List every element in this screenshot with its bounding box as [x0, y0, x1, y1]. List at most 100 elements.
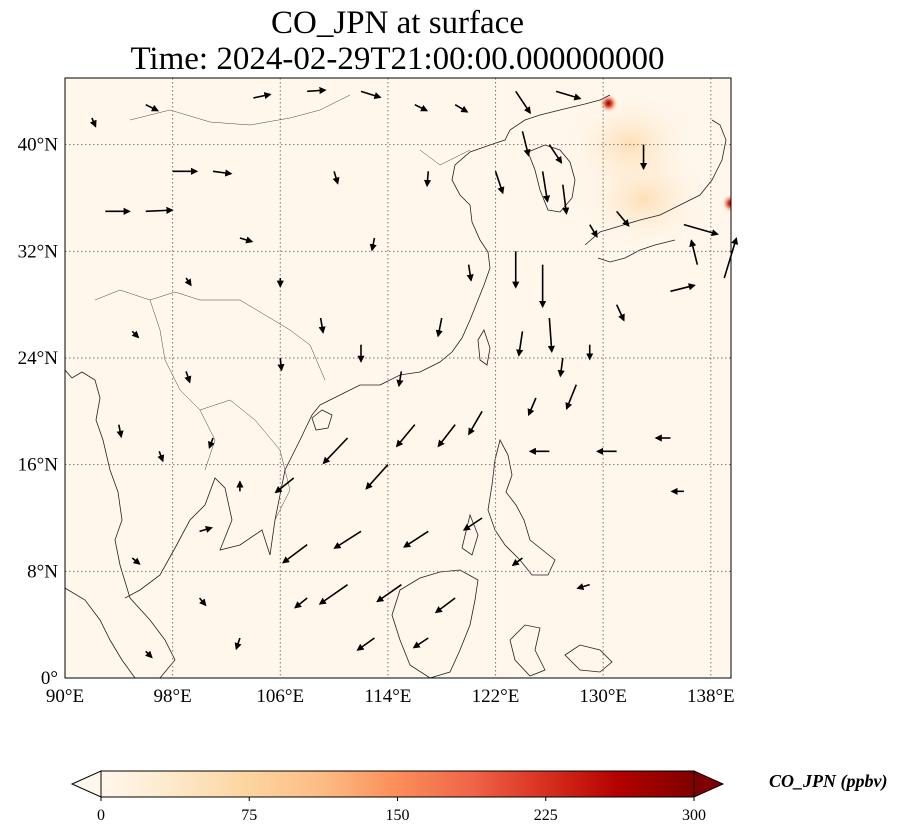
coastline-sulawesi	[509, 624, 546, 677]
borders	[94, 94, 471, 521]
coastline-philippines	[461, 438, 556, 576]
map-title-line2: Time: 2024-02-29T21:00:00.000000000	[130, 41, 665, 77]
hotspot-1	[722, 194, 731, 213]
colorbar-tick-label-1: 75	[241, 807, 257, 824]
wind-vector	[557, 357, 565, 378]
wind-vector	[562, 184, 570, 215]
wind-vector	[548, 144, 563, 164]
x-tick-label-6: 138°E	[687, 686, 735, 707]
wind-vector	[89, 117, 97, 128]
wind-vector	[157, 451, 165, 463]
coastline-asia-mainland	[65, 94, 611, 678]
wind-vector	[365, 464, 389, 490]
x-tick-label-1: 98°E	[154, 686, 192, 707]
wind-vector	[184, 277, 192, 287]
coastline-taiwan	[477, 329, 491, 366]
y-tick-label-2: 16°N	[18, 455, 59, 476]
wind-vector	[454, 103, 469, 113]
y-axis-ticks: 0° 8°N 16°N 24°N 32°N 40°N	[18, 135, 59, 689]
y-tick-label-0: 0°	[41, 668, 58, 689]
wind-vector	[412, 637, 429, 649]
coastlines	[65, 94, 727, 678]
colorbar-label: CO_JPN (ppbv)	[769, 771, 888, 791]
y-tick-label-4: 32°N	[18, 241, 59, 262]
wind-vector	[689, 239, 699, 265]
wind-vector	[466, 264, 474, 282]
wind-vector	[199, 525, 213, 533]
wind-vector	[208, 437, 215, 449]
colorbar-tick-label-4: 300	[682, 807, 706, 824]
y-tick-label-5: 40°N	[18, 135, 59, 156]
wind-vector	[145, 206, 174, 214]
wind-vector	[376, 584, 402, 603]
wind-vector	[414, 103, 429, 112]
wind-vector	[403, 530, 429, 548]
wind-vector	[435, 317, 443, 338]
wind-vector	[333, 530, 362, 549]
wind-vector	[616, 210, 630, 227]
wind-vector	[437, 424, 456, 448]
wind-vector	[184, 371, 192, 384]
wind-vector	[565, 384, 578, 411]
map-title-line1: CO_JPN at surface	[271, 5, 524, 41]
wind-vector	[145, 650, 153, 659]
wind-vector	[274, 477, 295, 494]
coastline-japan	[584, 119, 727, 263]
hotspot-0	[599, 94, 618, 113]
coastline-newguinea	[564, 644, 613, 673]
wind-vector	[683, 223, 719, 237]
wind-vector	[511, 557, 523, 567]
wind-vector	[521, 131, 531, 157]
colorbar-body	[100, 770, 695, 798]
y-tick-label-1: 8°N	[27, 561, 58, 582]
wind-vector	[541, 171, 551, 203]
wind-vector	[395, 424, 416, 448]
colorbar-tick-label-0: 0	[97, 807, 105, 824]
wind-vector	[198, 597, 207, 607]
colorbar-ticks: 0 75 150 225 300	[97, 797, 706, 824]
wind-vector	[555, 90, 582, 101]
wind-vector-layer	[89, 86, 739, 659]
x-tick-label-0: 90°E	[46, 686, 84, 707]
wind-vector	[527, 397, 537, 417]
wind-vector	[589, 224, 598, 238]
wind-vector	[516, 331, 524, 357]
wind-vector	[145, 103, 160, 112]
coastline-borneo	[391, 569, 479, 678]
wind-vector	[423, 171, 432, 188]
wind-vector	[434, 597, 456, 614]
x-tick-label-5: 130°E	[579, 686, 627, 707]
wind-vector	[723, 237, 739, 279]
wind-vector	[615, 304, 625, 322]
y-tick-label-3: 24°N	[18, 348, 59, 369]
wind-vector	[462, 517, 483, 531]
x-tick-label-2: 106°E	[256, 686, 304, 707]
wind-vector	[356, 637, 375, 651]
wind-vector	[515, 90, 531, 115]
concentration-hotspot-layer	[599, 94, 731, 213]
wind-vector	[360, 90, 382, 100]
wind-vector	[332, 171, 340, 185]
wind-vector	[131, 330, 140, 339]
coastline-sumatra	[65, 587, 136, 678]
wind-vector	[253, 92, 272, 100]
x-tick-label-4: 122°E	[472, 686, 520, 707]
x-tick-label-3: 114°E	[364, 686, 411, 707]
wind-vector	[234, 637, 242, 651]
coastline-hainan	[311, 409, 333, 431]
colorbar-tick-label-3: 225	[534, 807, 558, 824]
wind-vector	[318, 317, 326, 334]
wind-vector	[396, 371, 404, 388]
wind-vector	[369, 237, 377, 252]
wind-vector	[576, 583, 590, 591]
wind-vector	[322, 437, 349, 465]
wind-vector	[239, 236, 254, 244]
wind-vector	[294, 597, 308, 609]
wind-vector	[468, 410, 483, 436]
wind-vector	[494, 171, 505, 195]
wind-vector	[277, 357, 285, 372]
coastline-korea	[527, 144, 576, 213]
wind-vector	[131, 557, 141, 565]
wind-vector	[307, 86, 327, 95]
